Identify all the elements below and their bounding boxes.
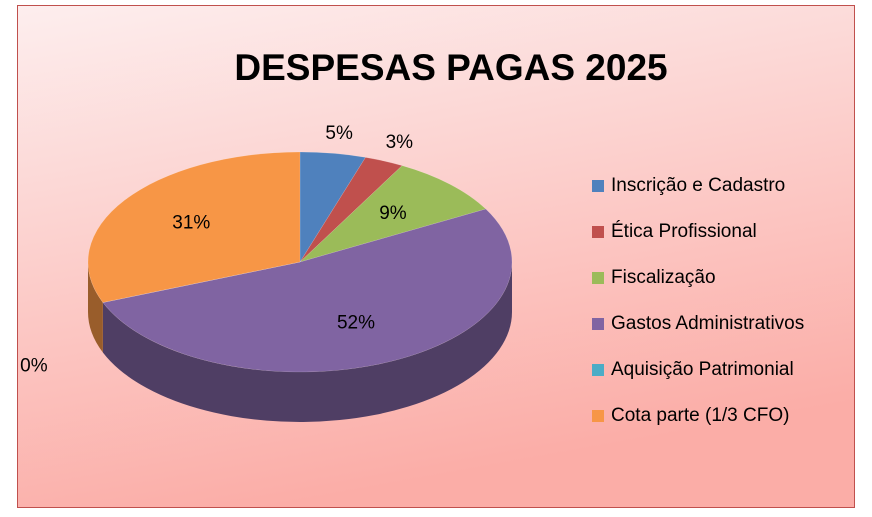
- pie-slice: [299, 151, 366, 263]
- legend-swatch: [592, 318, 604, 330]
- legend-label: Gastos Administrativos: [611, 313, 804, 334]
- chart-title: DESPESAS PAGAS 2025: [234, 47, 667, 88]
- legend-swatch: [592, 364, 604, 376]
- pie-slice: [87, 151, 301, 303]
- pie-slice: [299, 157, 403, 263]
- data-label: 9%: [379, 203, 407, 224]
- legend-swatch: [592, 410, 604, 422]
- data-label: 0%: [20, 356, 48, 377]
- legend-swatch: [592, 180, 604, 192]
- data-labels: 5% 3% 9% 52% 0% 31%: [20, 123, 413, 377]
- slice-side: [102, 262, 512, 423]
- slice-side: [88, 262, 103, 353]
- pie-tops: [87, 151, 513, 373]
- legend-swatch: [592, 226, 604, 238]
- data-label: 52%: [337, 313, 375, 334]
- pie-sides: [88, 262, 512, 423]
- data-label: 5%: [325, 123, 353, 144]
- pie-slice: [299, 165, 487, 263]
- legend-label: Inscrição e Cadastro: [611, 175, 785, 196]
- legend-swatch: [592, 272, 604, 284]
- pie-slice: [102, 208, 513, 373]
- legend-label: Fiscalização: [611, 267, 716, 288]
- data-label: 3%: [386, 132, 414, 153]
- data-label: 31%: [172, 213, 210, 234]
- legend-label: Ética Profissional: [611, 221, 757, 242]
- legend-label: Cota parte (1/3 CFO): [611, 405, 789, 426]
- legend-label: Aquisição Patrimonial: [611, 359, 794, 380]
- legend: Inscrição e Cadastro Ética Profissional Fi…: [592, 175, 804, 426]
